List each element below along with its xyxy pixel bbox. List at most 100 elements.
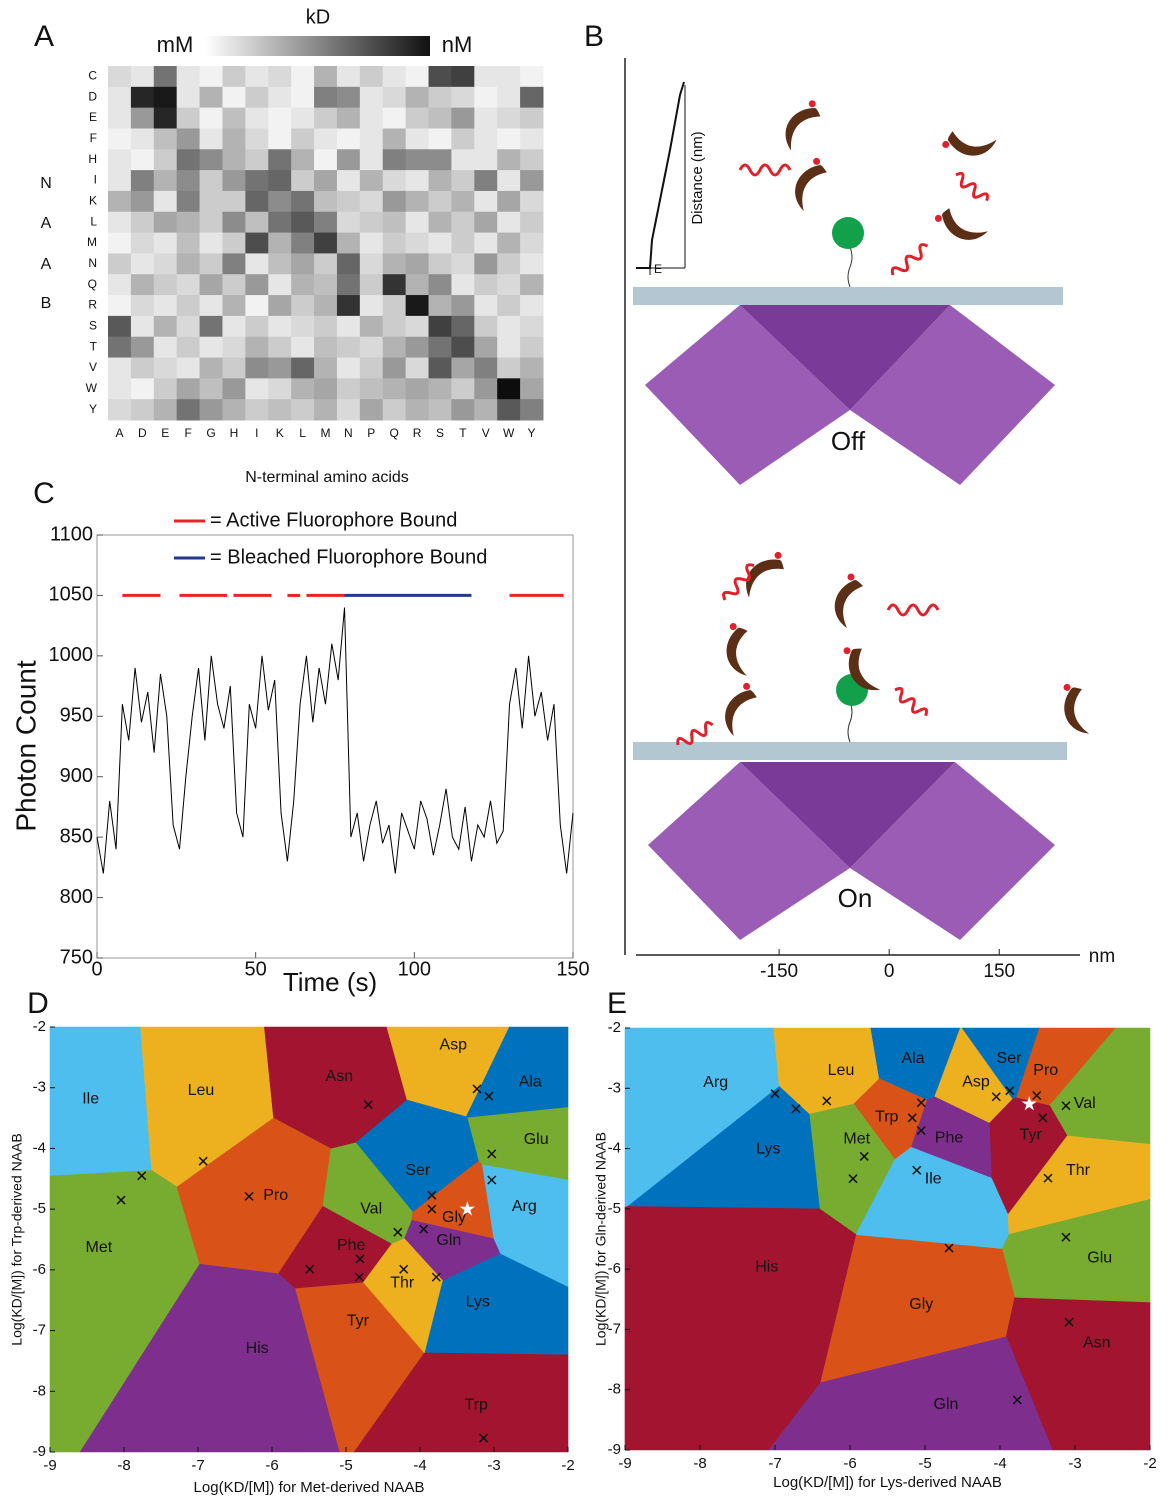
heat-cell	[474, 253, 498, 275]
heat-cell	[153, 86, 178, 109]
heat-cell	[314, 66, 338, 88]
region-label: Trp	[875, 1108, 899, 1125]
heat-cell	[428, 86, 452, 109]
heat-cell	[382, 399, 407, 421]
column-label: G	[206, 426, 215, 440]
region	[353, 1352, 569, 1453]
row-label: L	[90, 214, 97, 228]
heat-cell	[474, 190, 498, 213]
y-axis-label: A	[41, 256, 52, 273]
heat-cell	[245, 232, 269, 254]
heat-cell	[291, 378, 315, 400]
heat-cell	[245, 66, 269, 88]
heat-cell	[245, 378, 269, 400]
y-tick-label: -3	[608, 1079, 621, 1096]
heat-cell	[268, 232, 292, 254]
heat-cell	[130, 170, 155, 192]
region-label: Asn	[1083, 1335, 1111, 1352]
tick-label: 150	[983, 961, 1015, 982]
point-marker	[137, 1171, 147, 1181]
protein-cartoon	[834, 580, 863, 628]
heat-cell	[336, 190, 361, 213]
heat-cell	[291, 399, 315, 421]
slide	[633, 287, 1063, 305]
heat-cell	[268, 190, 292, 213]
prism	[850, 305, 1055, 485]
heat-cell	[520, 295, 544, 317]
x-tick-label: -3	[1068, 1455, 1081, 1472]
heat-cell	[291, 128, 315, 150]
heat-cell	[130, 190, 155, 213]
heat-cell	[222, 211, 246, 234]
point-marker	[363, 1100, 373, 1110]
heat-cell	[497, 170, 521, 192]
x-tick-label: -2	[561, 1457, 574, 1474]
heat-cell	[474, 378, 498, 400]
region-label: Lys	[756, 1140, 780, 1157]
heat-cell	[199, 66, 223, 88]
heat-cell	[520, 107, 544, 129]
heat-cell	[222, 336, 246, 359]
heat-cell	[451, 170, 475, 192]
region-label: Thr	[1066, 1162, 1091, 1179]
heat-cell	[428, 357, 452, 379]
heat-cell	[474, 107, 498, 129]
region-label: Val	[360, 1200, 382, 1217]
heat-cell	[199, 211, 223, 234]
heat-cell	[405, 107, 430, 129]
heat-cell	[359, 86, 384, 109]
heat-cell	[428, 149, 452, 171]
heat-cell	[497, 399, 521, 421]
heat-cell	[428, 128, 452, 150]
dye-dot	[1063, 683, 1071, 691]
y-tick-label: 1050	[49, 584, 94, 606]
heat-cell	[474, 170, 498, 192]
x-tick-label: -4	[993, 1455, 1006, 1472]
heat-cell	[291, 253, 315, 275]
heat-cell	[199, 315, 223, 338]
row-label: W	[86, 381, 98, 395]
heat-cell	[291, 107, 315, 129]
light-wave	[894, 686, 929, 717]
heat-cell	[268, 274, 292, 296]
heat-cell	[199, 295, 223, 317]
heat-cell	[314, 336, 338, 359]
heat-cell	[382, 211, 407, 234]
dye-dot	[813, 157, 821, 165]
heat-cell	[382, 274, 407, 296]
heat-cell	[336, 295, 361, 317]
row-label: K	[89, 194, 97, 208]
heat-cell	[428, 107, 452, 129]
heat-cell	[245, 149, 269, 171]
protein-cartoon	[746, 559, 784, 598]
x-tick-label: -2	[1143, 1455, 1156, 1472]
heat-cell	[108, 86, 132, 109]
star-marker	[459, 1201, 475, 1216]
heat-cell	[336, 315, 361, 338]
heat-cell	[359, 399, 384, 421]
protein-cartoon	[848, 648, 881, 691]
point-marker	[848, 1174, 858, 1184]
y-tick-label: -6	[33, 1261, 46, 1278]
heat-cell	[474, 149, 498, 171]
column-label: I	[255, 426, 258, 440]
region-label: Ala	[519, 1073, 542, 1090]
region-label: Gln	[436, 1232, 461, 1249]
point-marker	[1061, 1101, 1071, 1111]
region-label: Pro	[263, 1187, 288, 1204]
heat-cell	[359, 190, 384, 213]
heat-cell	[474, 274, 498, 296]
heat-cell	[520, 128, 544, 150]
point-marker	[791, 1104, 801, 1114]
tick-label: -150	[760, 961, 798, 982]
heat-cell	[497, 128, 521, 150]
heat-cell	[245, 211, 269, 234]
heat-cell	[520, 149, 544, 171]
y-tick-label: 750	[60, 946, 93, 968]
heat-cell	[291, 336, 315, 359]
heat-cell	[199, 128, 223, 150]
prism	[645, 305, 850, 485]
heat-cell	[336, 149, 361, 171]
point-marker	[116, 1195, 126, 1205]
x-tick-label: -5	[339, 1457, 352, 1474]
